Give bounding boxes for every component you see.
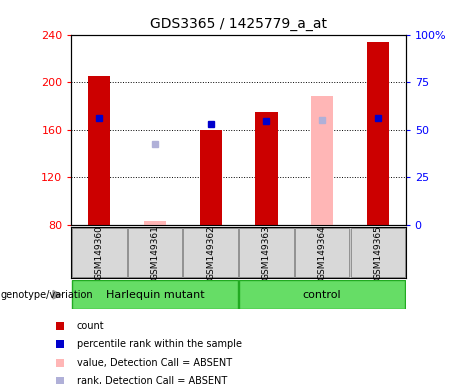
Text: GSM149361: GSM149361 [150, 225, 160, 280]
Bar [239, 228, 294, 277]
Bar [144, 221, 166, 225]
Text: percentile rank within the sample: percentile rank within the sample [77, 339, 242, 349]
Bar [255, 112, 278, 225]
Bar [295, 228, 349, 277]
Text: genotype/variation: genotype/variation [0, 290, 93, 300]
Bar [350, 228, 405, 277]
Text: count: count [77, 321, 105, 331]
Text: control: control [303, 290, 342, 300]
Bar [72, 280, 238, 309]
Bar [88, 76, 111, 225]
Bar [72, 228, 127, 277]
Text: GSM149360: GSM149360 [95, 225, 104, 280]
Bar [128, 228, 182, 277]
Text: GSM149363: GSM149363 [262, 225, 271, 280]
Text: GSM149365: GSM149365 [373, 225, 382, 280]
Text: Harlequin mutant: Harlequin mutant [106, 290, 204, 300]
Bar [311, 96, 333, 225]
Bar [366, 42, 389, 225]
Text: value, Detection Call = ABSENT: value, Detection Call = ABSENT [77, 358, 232, 368]
Text: rank, Detection Call = ABSENT: rank, Detection Call = ABSENT [77, 376, 227, 384]
Bar [239, 280, 405, 309]
Bar [183, 228, 238, 277]
Text: GSM149364: GSM149364 [318, 225, 327, 280]
Bar [200, 130, 222, 225]
Title: GDS3365 / 1425779_a_at: GDS3365 / 1425779_a_at [150, 17, 327, 31]
Text: GSM149362: GSM149362 [206, 225, 215, 280]
